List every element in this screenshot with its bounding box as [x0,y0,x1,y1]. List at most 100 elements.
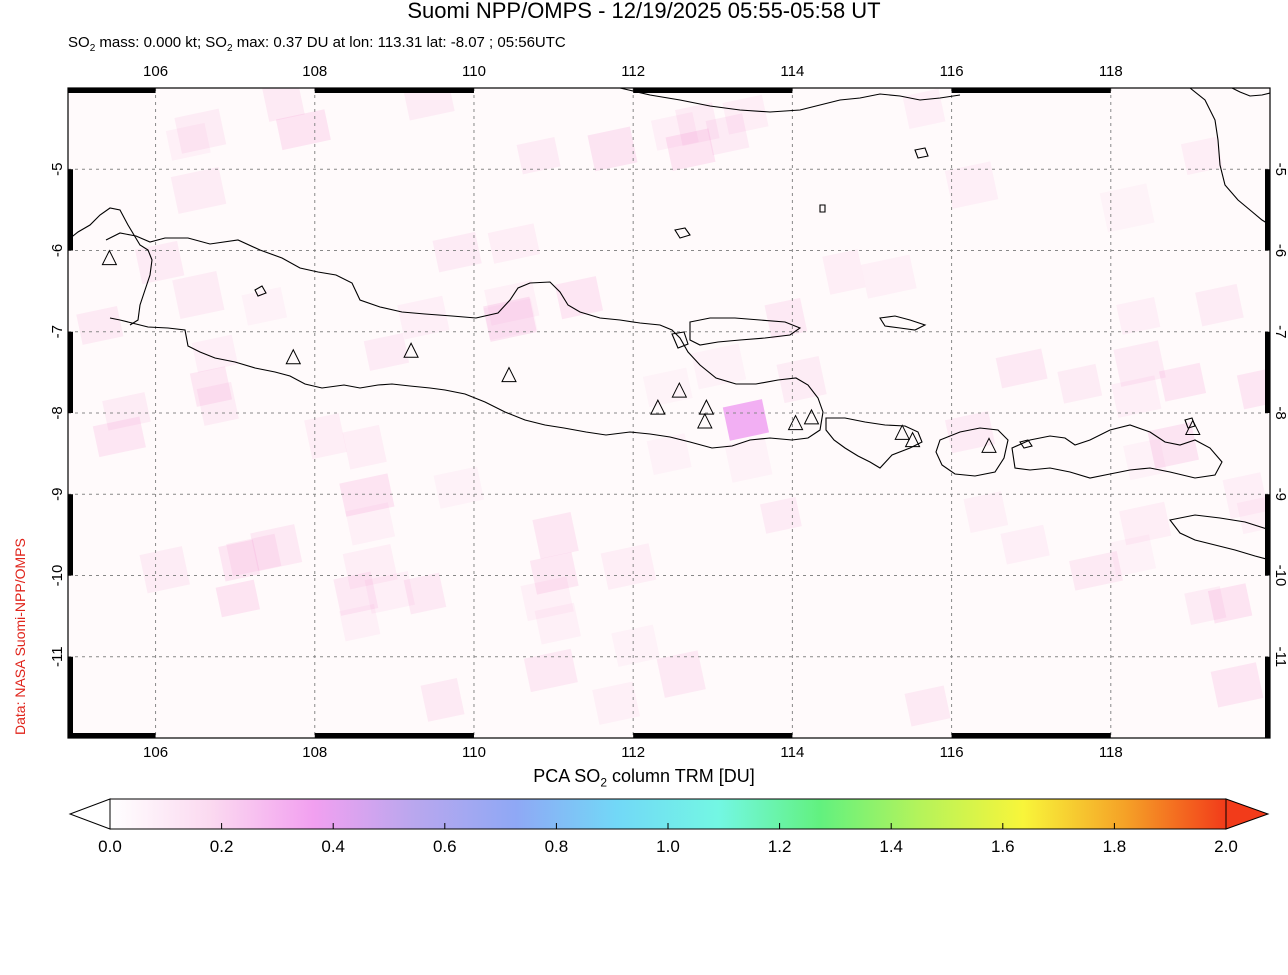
so2-pixel [342,424,387,470]
island-kangean [879,315,927,331]
so2-pixel [403,572,447,615]
colorbar-tick-label: 2.0 [1214,837,1238,855]
lat-tick-label: -8 [49,406,66,419]
triangle-icon [101,249,118,266]
sumba-coastline [1169,514,1270,561]
triangle-icon [981,437,997,453]
frame-bar [1265,169,1270,251]
triangle-icon [671,381,688,398]
so2-pixel [665,128,716,171]
frame-bar [68,733,156,738]
lon-tick-label: 118 [1099,744,1123,761]
so2-max-pixel [722,399,770,441]
so2-pixel [139,546,190,594]
so2-pixel [1184,586,1227,626]
so2-pixel [1109,534,1157,577]
lombok-coastline [935,427,1009,477]
so2-pixel [656,650,706,698]
so2-pixel [102,392,151,431]
so2-pixel [339,603,381,642]
so2-pixel [904,685,951,727]
map-background [68,88,1270,738]
so2-pixel [189,366,233,407]
frame-bar [951,733,1111,738]
lon-tick-label: 112 [621,744,645,761]
so2-pixel [646,433,692,475]
so2-pixel [174,108,227,154]
lat-tick-label: -6 [49,244,66,257]
frame-bar [1265,331,1270,413]
so2-map: 106 106 108 108 110 110 112 112 114 114 116 116 118 1… [49,63,1288,855]
so2-pixel [529,552,579,595]
so2-pixel [705,113,750,156]
so2-pixel [1111,375,1162,418]
so2-pixel [944,411,996,454]
lon-tick-label: 110 [462,63,486,80]
so2-pixel [1158,362,1207,402]
lat-tick-label: -8 [1272,406,1288,419]
lat-tick-label: -7 [49,325,66,338]
graticule [68,88,1270,738]
so2-pixel [554,276,604,320]
frame-bar [633,88,793,93]
so2-pixel [1222,472,1269,519]
so2-pixel [483,298,538,341]
kalimantan-east-coastline [1189,88,1270,226]
so2-pixel [165,122,211,161]
so2-pixel [432,231,482,273]
so2-pixel [822,249,866,295]
volcano-markers [101,249,1201,453]
lat-tick-label: -11 [1272,646,1288,667]
madura-coastline [689,317,802,346]
so2-pixel [1116,296,1161,335]
map-frame [67,87,1271,739]
lon-tick-label: 114 [780,63,804,80]
so2-pixel [675,102,720,146]
colorbar-tick-label: 1.8 [1103,837,1127,855]
lon-tick-label: 106 [143,744,168,761]
triangle-icon [904,431,921,448]
so2-pixel [759,496,802,534]
map-title: Suomi NPP/OMPS - 12/19/2025 05:55-05:58 … [407,0,881,23]
island-small-2 [819,204,826,213]
so2-pixel [532,512,579,559]
so2-pixel [764,297,808,340]
so2-pixel [1057,363,1103,404]
lon-tick-label: 110 [462,744,486,761]
map-subtitle: SO2 mass: 0.000 kt; SO2 max: 0.37 DU at … [68,34,566,54]
so2-pixel [191,334,238,373]
so2-pixel [339,473,395,517]
colorbar-tick-label: 1.2 [768,837,792,855]
lat-tick-label: -7 [1272,325,1288,338]
frame-bar [633,733,793,738]
so2-pixel [170,166,227,214]
frame-bar [68,169,73,251]
triangle-icon [697,412,713,429]
colorbar-tick-label: 0.8 [545,837,569,855]
lat-tick-label: -9 [1272,488,1288,501]
lon-tick-label: 116 [940,744,964,761]
so2-pixel [944,161,999,209]
so2-pixel [523,648,578,693]
so2-pixels [76,88,1270,727]
triangle-icon [803,408,820,425]
triangle-icon [894,424,911,440]
so2-pixel [650,111,699,151]
so2-pixel [1180,136,1223,176]
triangle-icon [285,348,302,365]
colorbar-right-arrow [1225,798,1270,830]
so2-pixel [963,491,1009,534]
colorbar-tick-label: 1.6 [991,837,1015,855]
frame-bar [68,88,156,93]
lat-tick-label: -5 [49,163,66,176]
so2-pixel [226,533,282,577]
frame-bar [314,733,474,738]
so2-pixel [433,466,485,509]
triangle-icon [698,399,715,415]
so2-pixel [487,223,541,264]
triangle-icon [1184,419,1201,435]
lat-tick-label: -6 [1272,244,1288,257]
island-small-1 [914,147,929,159]
so2-pixel [520,576,574,622]
so2-pixel [275,109,331,151]
